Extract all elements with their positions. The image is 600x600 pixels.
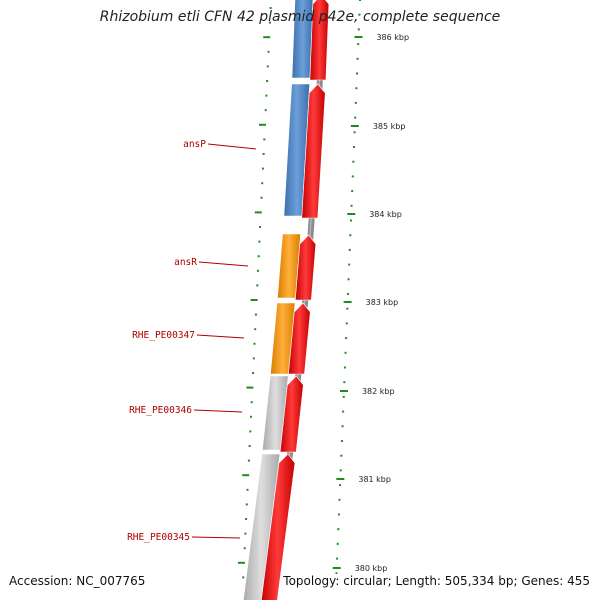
scale-label-5: 382 kbp xyxy=(362,387,395,396)
accession-text: Accession: NC_007765 xyxy=(7,574,148,588)
gene-label-rhe_pe00346: RHE_PE00346 xyxy=(129,405,192,416)
gene-leader-line xyxy=(196,334,245,339)
forward-gene-arrow-6 xyxy=(261,453,296,600)
forward-gene-arrow-4 xyxy=(288,302,311,375)
cog-feature-block-6 xyxy=(243,453,281,600)
forward-gene-arrow-5 xyxy=(279,375,304,453)
gene-leader-line xyxy=(207,143,257,150)
map-title: Rhizobium etli CFN 42 plasmid p42e, comp… xyxy=(99,9,501,25)
gene-label-ansp: ansP xyxy=(183,139,206,150)
forward-gene-arrow-3 xyxy=(294,234,317,301)
gene-label-ansr: ansR xyxy=(174,257,197,268)
forward-gene-arrow-2 xyxy=(301,83,326,219)
scale-label-4: 383 kbp xyxy=(366,298,399,307)
gene-leader-line xyxy=(191,536,241,539)
topology-text: Topology: circular; Length: 505,334 bp; … xyxy=(281,574,592,588)
gene-label-rhe_pe00347: RHE_PE00347 xyxy=(132,330,195,341)
gene-leader-line xyxy=(198,261,249,267)
scale-label-6: 381 kbp xyxy=(358,475,391,484)
scale-label-1: 386 kbp xyxy=(376,33,409,42)
gene-label-rhe_pe00345: RHE_PE00345 xyxy=(127,532,190,543)
scale-label-7: 380 kbp xyxy=(355,564,388,573)
scale-label-2: 385 kbp xyxy=(373,122,406,131)
gene-leader-line xyxy=(193,409,243,413)
forward-gene-arrow-1 xyxy=(309,0,330,81)
scale-label-3: 384 kbp xyxy=(369,210,402,219)
